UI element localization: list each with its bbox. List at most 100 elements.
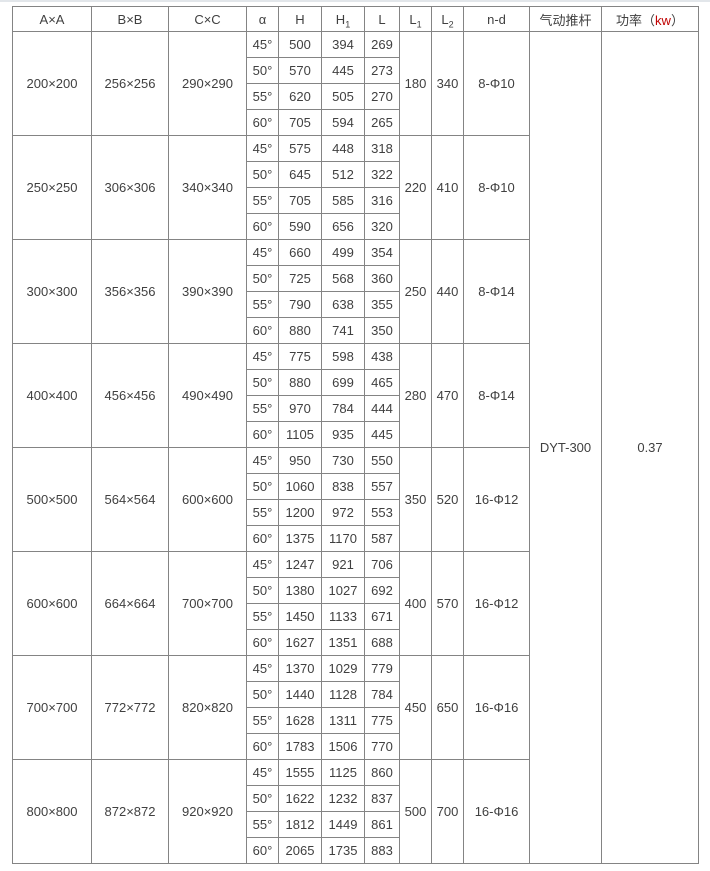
cell-h: 645	[278, 161, 322, 188]
cell-h: 1627	[278, 629, 322, 656]
col-header-label: L	[441, 11, 449, 27]
col-header-alpha: α	[246, 6, 279, 32]
col-header-label: L	[409, 11, 417, 27]
col-header-label: B×B	[117, 11, 143, 27]
cell-angle: 45°	[246, 551, 279, 578]
cell-size-bxb: 306×306	[91, 135, 169, 240]
cell-l: 350	[364, 317, 400, 344]
cell-h1: 394	[321, 31, 365, 58]
cell-h1: 1506	[321, 733, 365, 760]
cell-l1: 220	[399, 135, 432, 240]
cell-angle: 60°	[246, 629, 279, 656]
cell-size-cxc: 290×290	[168, 31, 247, 136]
cell-angle: 50°	[246, 681, 279, 708]
cell-nd: 8-Φ10	[463, 135, 530, 240]
spec-row: 55° 1628 1311 775	[13, 707, 699, 734]
cell-size-bxb: 456×456	[91, 343, 169, 448]
spec-row: 60° 1627 1351 688	[13, 629, 699, 656]
cell-h1: 1311	[321, 707, 365, 734]
cell-h: 1440	[278, 681, 322, 708]
col-header-label: C×C	[194, 11, 221, 27]
cell-h1: 445	[321, 57, 365, 84]
col-header-power: 功率（kw）	[601, 6, 699, 32]
cell-h: 1555	[278, 759, 322, 786]
cell-size-bxb: 772×772	[91, 655, 169, 760]
cell-l: 316	[364, 187, 400, 214]
cell-angle: 45°	[246, 655, 279, 682]
cell-l: 444	[364, 395, 400, 422]
cell-size-cxc: 340×340	[168, 135, 247, 240]
cell-l1: 450	[399, 655, 432, 760]
cell-l: 265	[364, 109, 400, 136]
cell-h: 500	[278, 31, 322, 58]
cell-l: 779	[364, 655, 400, 682]
cell-h1: 972	[321, 499, 365, 526]
cell-h: 590	[278, 213, 322, 240]
cell-h: 970	[278, 395, 322, 422]
cell-size-axa: 600×600	[12, 551, 92, 656]
col-header-label: H	[295, 11, 305, 27]
cell-h: 1370	[278, 655, 322, 682]
spec-table-header: A×A B×B C×C α H H1 L L1 L2 n-d 气动推杆 功率（k…	[12, 6, 699, 32]
cell-size-axa: 400×400	[12, 343, 92, 448]
cell-h: 775	[278, 343, 322, 370]
cell-angle: 50°	[246, 369, 279, 396]
spec-row: 200×200 256×256 290×290 45° 500 394 269 180 340 8…	[12, 31, 699, 864]
col-header-subscript: 1	[345, 19, 351, 30]
cell-size-cxc: 700×700	[168, 551, 247, 656]
cell-l: 860	[364, 759, 400, 786]
cell-h1: 730	[321, 447, 365, 474]
cell-h1: 499	[321, 239, 365, 266]
cell-h: 2065	[278, 837, 322, 864]
col-header-label: n-d	[487, 11, 506, 27]
cell-nd: 8-Φ10	[463, 31, 530, 136]
cell-angle: 50°	[246, 161, 279, 188]
col-header-label: A×A	[39, 11, 65, 27]
spec-row: 60° 880 741 350	[13, 317, 699, 344]
col-header-label: 气动推杆	[539, 12, 592, 28]
cell-l1: 280	[399, 343, 432, 448]
cell-size-bxb: 356×356	[91, 239, 169, 344]
cell-size-axa: 500×500	[12, 447, 92, 552]
cell-h1: 656	[321, 213, 365, 240]
col-header-label: 功率（	[616, 12, 656, 28]
cell-l: 318	[364, 135, 400, 162]
cell-l1: 350	[399, 447, 432, 552]
col-header-l1: L1	[399, 6, 432, 32]
spec-row: 300×300 356×356 390×390 45° 660 499 354 250 440 8…	[12, 239, 699, 344]
col-header-l2: L2	[431, 6, 464, 32]
cell-l1: 250	[399, 239, 432, 344]
cell-h1: 1735	[321, 837, 365, 864]
cell-size-bxb: 256×256	[91, 31, 169, 136]
cell-h: 725	[278, 265, 322, 292]
cell-l: 770	[364, 733, 400, 760]
cell-angle: 55°	[246, 187, 279, 214]
cell-h: 1450	[278, 603, 322, 630]
cell-size-cxc: 490×490	[168, 343, 247, 448]
cell-l2: 700	[431, 759, 464, 864]
cell-h: 1812	[278, 811, 322, 838]
cell-h: 1380	[278, 577, 322, 604]
cell-angle: 60°	[246, 733, 279, 760]
cell-angle: 60°	[246, 109, 279, 136]
cell-nd: 16-Φ12	[463, 551, 530, 656]
cell-nd: 8-Φ14	[463, 239, 530, 344]
page-top-border	[0, 0, 710, 2]
cell-angle: 45°	[246, 343, 279, 370]
cell-h: 1247	[278, 551, 322, 578]
cell-h1: 638	[321, 291, 365, 318]
spec-row: 250×250 306×306 340×340 45° 575 448 318 220 410 8…	[12, 135, 699, 240]
spec-row: 50° 1380 1027 692	[13, 577, 699, 604]
cell-h1: 741	[321, 317, 365, 344]
col-header-h: H	[278, 6, 322, 32]
cell-angle: 55°	[246, 603, 279, 630]
cell-angle: 45°	[246, 135, 279, 162]
cell-h1: 1029	[321, 655, 365, 682]
cell-angle: 60°	[246, 525, 279, 552]
cell-angle: 45°	[246, 31, 279, 58]
cell-l2: 570	[431, 551, 464, 656]
cell-angle: 60°	[246, 213, 279, 240]
cell-h: 880	[278, 317, 322, 344]
cell-angle: 55°	[246, 291, 279, 318]
cell-l1: 180	[399, 31, 432, 136]
